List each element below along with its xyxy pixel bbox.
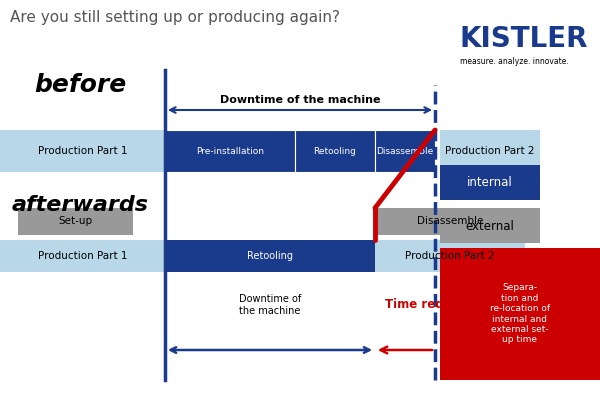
- Text: Production Part 2: Production Part 2: [405, 251, 495, 261]
- Text: Production Part 1: Production Part 1: [38, 146, 127, 156]
- Bar: [375, 240, 525, 272]
- Text: internal: internal: [467, 176, 513, 190]
- Text: Separa-
tion and
re-location of
internal and
external set-
up time: Separa- tion and re-location of internal…: [490, 284, 550, 344]
- Text: Set-up: Set-up: [58, 216, 92, 226]
- Bar: [295, 130, 375, 172]
- Text: Production Part 2: Production Part 2: [445, 146, 535, 156]
- Text: KISTLER: KISTLER: [460, 25, 589, 53]
- Text: Pre-installation: Pre-installation: [196, 146, 264, 156]
- Bar: [440, 248, 600, 380]
- Text: Downtime of the machine: Downtime of the machine: [220, 95, 380, 105]
- Text: afterwards: afterwards: [11, 195, 149, 215]
- Text: before: before: [34, 73, 126, 97]
- Text: Time reduction: Time reduction: [385, 298, 485, 312]
- Text: measure. analyze. innovate.: measure. analyze. innovate.: [460, 57, 569, 66]
- Text: Retooling: Retooling: [247, 251, 293, 261]
- Bar: [18, 208, 133, 235]
- Text: Disassemble: Disassemble: [417, 216, 483, 226]
- Bar: [0, 240, 165, 272]
- Bar: [440, 130, 540, 172]
- Text: Downtime of
the machine: Downtime of the machine: [239, 294, 301, 316]
- Text: Production Part 1: Production Part 1: [38, 251, 127, 261]
- Bar: [0, 130, 165, 172]
- Bar: [440, 165, 540, 200]
- Text: Are you still setting up or producing again?: Are you still setting up or producing ag…: [10, 10, 340, 25]
- Bar: [375, 208, 525, 235]
- Bar: [165, 130, 295, 172]
- Text: Disassemble: Disassemble: [376, 146, 434, 156]
- Bar: [375, 130, 435, 172]
- Bar: [165, 240, 375, 272]
- Text: Retooling: Retooling: [314, 146, 356, 156]
- Text: external: external: [466, 220, 514, 232]
- Bar: [440, 208, 540, 243]
